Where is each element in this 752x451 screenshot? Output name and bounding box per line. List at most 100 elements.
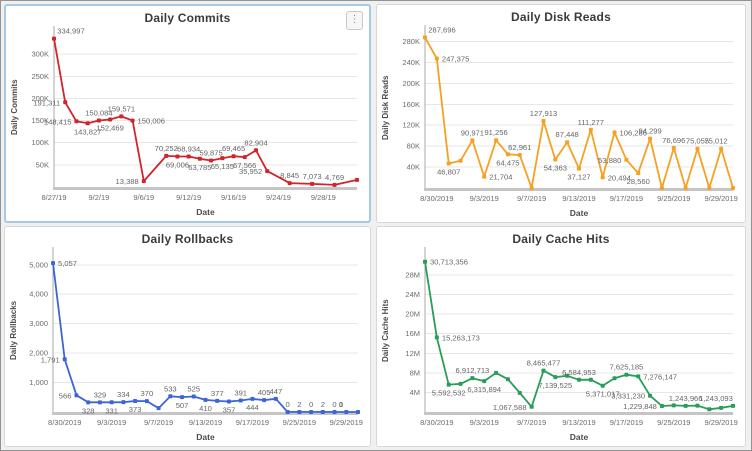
more-options-icon: ⋮: [349, 14, 360, 25]
svg-text:300K: 300K: [31, 50, 49, 59]
svg-text:6,315,894: 6,315,894: [467, 385, 501, 394]
svg-text:334: 334: [117, 390, 130, 399]
svg-text:200K: 200K: [402, 79, 420, 88]
svg-text:9/29/2019: 9/29/2019: [704, 194, 737, 203]
svg-text:444: 444: [246, 403, 259, 412]
svg-text:1,243,966: 1,243,966: [669, 394, 703, 403]
svg-text:9/6/19: 9/6/19: [133, 193, 154, 202]
svg-text:9/29/2019: 9/29/2019: [704, 418, 737, 427]
svg-text:247,375: 247,375: [442, 55, 469, 64]
svg-text:200K: 200K: [31, 94, 49, 103]
svg-text:5,371,017: 5,371,017: [586, 390, 620, 399]
svg-text:91,256: 91,256: [484, 128, 507, 137]
svg-text:24M: 24M: [405, 290, 420, 299]
svg-text:240K: 240K: [402, 58, 420, 67]
svg-text:9/3/2019: 9/3/2019: [470, 418, 499, 427]
svg-text:405: 405: [258, 388, 271, 397]
chart-panel-daily-commits[interactable]: ⋮ Daily Commits Daily Commits Date 50K 10…: [4, 4, 371, 223]
svg-text:9/7/2019: 9/7/2019: [517, 194, 546, 203]
svg-text:46,807: 46,807: [437, 168, 460, 177]
svg-text:127,913: 127,913: [530, 109, 557, 118]
x-axis-title: Date: [569, 432, 589, 442]
chart-title: Daily Cache Hits: [512, 232, 610, 246]
svg-text:53,880: 53,880: [598, 156, 621, 165]
svg-text:15,263,173: 15,263,173: [442, 333, 480, 342]
svg-text:70,252: 70,252: [155, 144, 178, 153]
svg-text:20M: 20M: [405, 310, 420, 319]
svg-text:152,469: 152,469: [96, 123, 123, 132]
svg-text:7,625,185: 7,625,185: [609, 363, 643, 372]
svg-text:9/25/2019: 9/25/2019: [657, 418, 690, 427]
svg-text:75,012: 75,012: [704, 137, 727, 146]
svg-text:64,475: 64,475: [496, 158, 519, 167]
svg-text:69,006: 69,006: [166, 160, 189, 169]
chart-title: Daily Rollbacks: [141, 232, 234, 246]
svg-text:82,904: 82,904: [244, 138, 267, 147]
chart-menu-button[interactable]: ⋮: [346, 11, 363, 30]
svg-text:12M: 12M: [405, 349, 420, 358]
svg-text:1,791: 1,791: [41, 355, 60, 364]
svg-text:328: 328: [82, 406, 95, 415]
svg-text:148,415: 148,415: [44, 117, 71, 126]
chart-plot-daily-commits: 50K 100K 150K 200K 250K 300K 8/27/19 9/2/19 9/6/…: [31, 26, 359, 202]
svg-text:9/29/2019: 9/29/2019: [330, 418, 363, 427]
svg-text:8/30/2019: 8/30/2019: [420, 194, 453, 203]
svg-text:143,827: 143,827: [74, 127, 101, 136]
svg-text:1,000: 1,000: [29, 378, 48, 387]
chart-panel-daily-rollbacks[interactable]: Daily Rollbacks Daily Rollbacks Date 1,0…: [4, 226, 371, 447]
svg-text:100K: 100K: [31, 138, 49, 147]
svg-text:9/13/2019: 9/13/2019: [562, 418, 595, 427]
svg-text:0: 0: [332, 400, 336, 409]
svg-text:250K: 250K: [31, 72, 49, 81]
svg-text:5,000: 5,000: [29, 260, 48, 269]
svg-text:9/16/19: 9/16/19: [221, 193, 246, 202]
svg-text:9/13/2019: 9/13/2019: [562, 194, 595, 203]
chart-title: Daily Commits: [144, 11, 231, 25]
svg-text:150,084: 150,084: [85, 109, 112, 118]
svg-text:21,704: 21,704: [489, 173, 512, 182]
svg-text:9/28/19: 9/28/19: [311, 193, 336, 202]
svg-text:160K: 160K: [402, 100, 420, 109]
svg-text:68,934: 68,934: [177, 144, 200, 153]
svg-text:410: 410: [199, 404, 212, 413]
svg-text:120K: 120K: [402, 121, 420, 130]
chart-plot-daily-disk-reads: 40K 80K 120K 160K 200K 240K 280K 8/30/2019 9/3/2…: [402, 25, 738, 203]
svg-text:447: 447: [270, 387, 283, 396]
svg-text:5,592,532: 5,592,532: [432, 389, 466, 398]
svg-text:9/25/2019: 9/25/2019: [283, 418, 316, 427]
svg-text:37,127: 37,127: [567, 173, 590, 182]
svg-text:329: 329: [94, 390, 107, 399]
svg-text:35,952: 35,952: [239, 167, 262, 176]
svg-text:50K: 50K: [36, 160, 49, 169]
chart-panel-daily-cache-hits[interactable]: Daily Cache Hits Daily Cache Hits Date 4…: [376, 226, 746, 447]
svg-text:3,000: 3,000: [29, 319, 48, 328]
svg-text:87,448: 87,448: [556, 130, 579, 139]
x-axis-title: Date: [196, 432, 215, 442]
svg-text:111,277: 111,277: [578, 118, 604, 127]
svg-text:9/7/2019: 9/7/2019: [144, 418, 173, 427]
chart-panel-daily-disk-reads[interactable]: Daily Disk Reads Daily Disk Reads Date 4…: [376, 4, 746, 223]
svg-text:9/25/2019: 9/25/2019: [657, 194, 690, 203]
svg-text:76,696: 76,696: [662, 136, 685, 145]
svg-text:7,139,525: 7,139,525: [538, 381, 572, 390]
svg-text:507: 507: [176, 401, 189, 410]
svg-text:2,000: 2,000: [29, 349, 48, 358]
svg-text:7,073: 7,073: [303, 172, 322, 181]
svg-text:9/3/2019: 9/3/2019: [470, 194, 499, 203]
svg-text:20,494: 20,494: [608, 173, 631, 182]
svg-text:9/7/2019: 9/7/2019: [517, 418, 546, 427]
svg-text:1: 1: [339, 400, 343, 409]
svg-text:0: 0: [285, 400, 289, 409]
svg-text:0: 0: [339, 400, 343, 409]
svg-text:2: 2: [297, 400, 301, 409]
svg-text:8M: 8M: [410, 368, 420, 377]
svg-text:1,229,848: 1,229,848: [623, 402, 657, 411]
svg-text:69,465: 69,465: [222, 144, 245, 153]
svg-text:9/24/19: 9/24/19: [266, 193, 291, 202]
chart-title: Daily Disk Reads: [511, 10, 611, 24]
svg-text:40K: 40K: [407, 163, 420, 172]
x-axis-title: Date: [569, 208, 589, 218]
svg-text:9/17/2019: 9/17/2019: [610, 194, 643, 203]
chart-plot-daily-rollbacks: 1,000 2,000 3,000 4,000 5,000 8/30/2019 9/3/20…: [29, 247, 363, 427]
